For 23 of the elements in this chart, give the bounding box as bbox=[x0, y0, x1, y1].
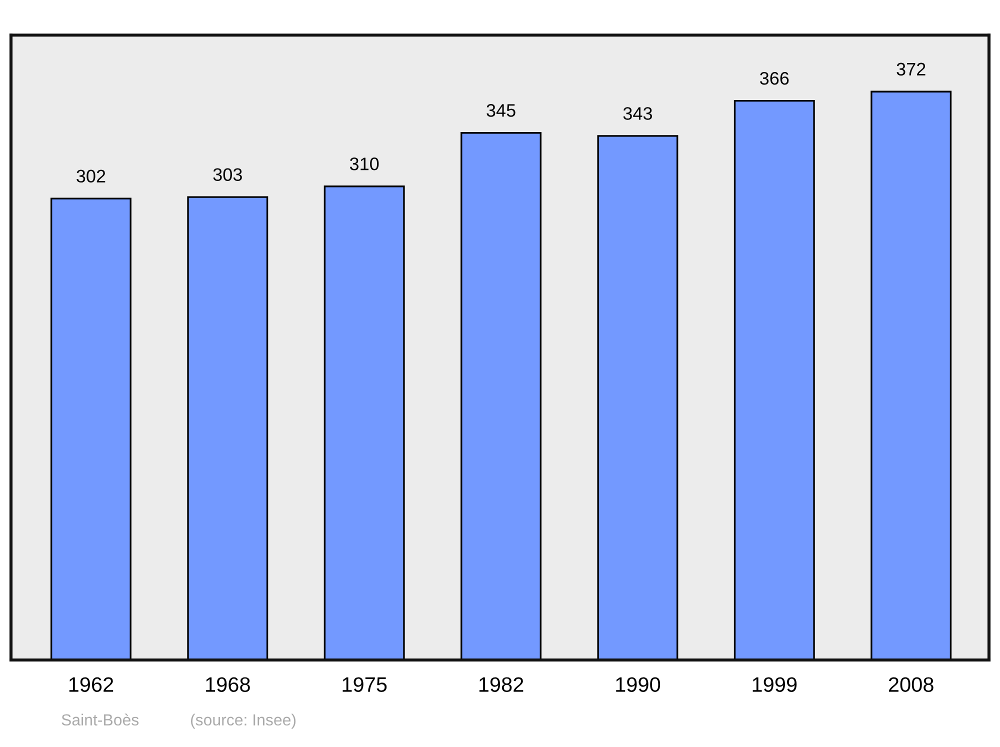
x-tick-label: 1975 bbox=[342, 677, 387, 692]
bar bbox=[734, 100, 815, 660]
bar bbox=[460, 132, 542, 660]
data-label: 302 bbox=[76, 170, 106, 183]
data-label: 372 bbox=[896, 62, 926, 76]
bar bbox=[870, 90, 952, 660]
x-tick-label: 1962 bbox=[69, 677, 114, 692]
bar bbox=[597, 135, 678, 660]
x-tick-label: 1999 bbox=[752, 677, 797, 692]
data-label: 345 bbox=[486, 104, 516, 117]
x-tick-label: 1982 bbox=[479, 677, 524, 692]
text: (source: Insee) bbox=[190, 714, 296, 729]
data-label: 343 bbox=[623, 107, 652, 120]
text: Saint-Boès bbox=[62, 714, 139, 726]
data-label: 303 bbox=[213, 168, 242, 181]
bar bbox=[324, 186, 405, 660]
x-tick-label: 1990 bbox=[616, 677, 660, 692]
bar bbox=[187, 196, 268, 660]
bar bbox=[50, 198, 132, 660]
data-label: 366 bbox=[760, 72, 789, 85]
x-tick-label: 1968 bbox=[206, 677, 250, 692]
data-label: 310 bbox=[350, 158, 379, 170]
x-tick-label: 2008 bbox=[888, 677, 934, 692]
